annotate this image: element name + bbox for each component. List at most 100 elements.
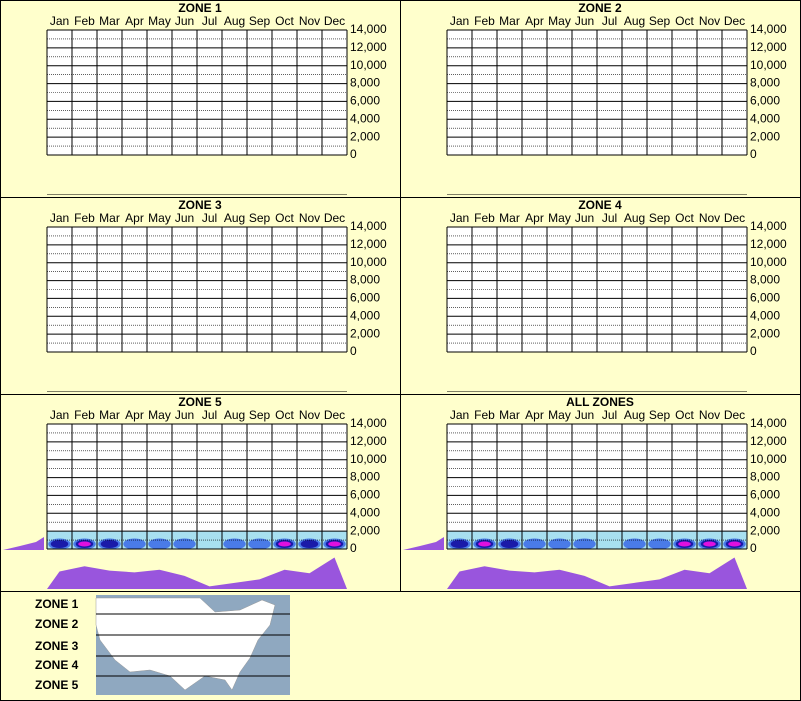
x-tick-label: Apr xyxy=(125,211,144,225)
density-cell xyxy=(50,540,69,548)
density-cell xyxy=(573,538,596,550)
x-tick-label: Jan xyxy=(50,211,69,225)
x-tick-label: Nov xyxy=(299,14,320,28)
density-cell xyxy=(678,541,691,547)
density-cell xyxy=(703,541,716,547)
x-tick-label: Jan xyxy=(50,14,69,28)
x-tick-label: Feb xyxy=(474,408,495,422)
y-tick-label: 2,000 xyxy=(350,129,380,143)
density-cell xyxy=(728,541,741,547)
density-cell xyxy=(500,540,519,548)
y-tick-label: 0 xyxy=(350,541,357,555)
density-cell xyxy=(450,540,469,548)
y-tick-label: 8,000 xyxy=(750,76,780,90)
density-cell xyxy=(173,538,196,550)
x-tick-label: Dec xyxy=(724,211,745,225)
density-cell xyxy=(648,538,671,550)
x-tick-label: Jun xyxy=(175,408,194,422)
side-distribution xyxy=(3,537,44,550)
x-tick-label: Oct xyxy=(675,14,694,28)
x-tick-label: Jul xyxy=(602,211,617,225)
y-tick-label: 2,000 xyxy=(350,326,380,340)
x-tick-label: Mar xyxy=(499,14,520,28)
x-tick-label: Jun xyxy=(175,14,194,28)
x-tick-label: Jun xyxy=(575,14,594,28)
x-tick-label: Aug xyxy=(224,14,245,28)
x-tick-label: Nov xyxy=(299,211,320,225)
chart-title: ALL ZONES xyxy=(566,395,634,409)
x-tick-label: Apr xyxy=(125,14,144,28)
zone-label: ZONE 5 xyxy=(35,678,79,692)
chart-title: ZONE 3 xyxy=(178,198,222,212)
y-tick-label: 10,000 xyxy=(750,452,787,466)
y-tick-label: 10,000 xyxy=(350,58,387,72)
x-tick-label: Feb xyxy=(74,14,95,28)
map-land xyxy=(95,597,276,691)
y-tick-label: 12,000 xyxy=(350,40,387,54)
zone-label: ZONE 4 xyxy=(35,658,79,672)
zone-label: ZONE 3 xyxy=(35,639,79,653)
y-tick-label: 14,000 xyxy=(350,416,387,430)
y-tick-label: 6,000 xyxy=(350,94,380,108)
chart-title: ZONE 5 xyxy=(178,395,222,409)
x-tick-label: Feb xyxy=(474,211,495,225)
x-tick-label: Mar xyxy=(499,211,520,225)
y-tick-label: 8,000 xyxy=(350,273,380,287)
x-tick-label: May xyxy=(148,14,171,28)
x-tick-label: Jul xyxy=(202,14,217,28)
y-tick-label: 2,000 xyxy=(750,129,780,143)
y-tick-label: 4,000 xyxy=(750,308,780,322)
x-tick-label: Jul xyxy=(602,408,617,422)
y-tick-label: 10,000 xyxy=(350,452,387,466)
y-tick-label: 8,000 xyxy=(750,470,780,484)
y-tick-label: 14,000 xyxy=(350,219,387,233)
x-tick-label: Dec xyxy=(724,408,745,422)
y-tick-label: 0 xyxy=(750,147,757,161)
y-tick-label: 8,000 xyxy=(350,470,380,484)
x-tick-label: Sep xyxy=(649,211,671,225)
x-tick-label: May xyxy=(148,408,171,422)
density-cell xyxy=(123,538,146,550)
y-tick-label: 14,000 xyxy=(350,22,387,36)
y-tick-label: 4,000 xyxy=(350,505,380,519)
y-tick-label: 6,000 xyxy=(750,291,780,305)
x-tick-label: Dec xyxy=(324,211,345,225)
x-tick-label: Sep xyxy=(649,14,671,28)
y-tick-label: 6,000 xyxy=(350,488,380,502)
y-tick-label: 6,000 xyxy=(750,94,780,108)
x-tick-label: Jul xyxy=(202,211,217,225)
zone-label: ZONE 2 xyxy=(35,617,79,631)
x-tick-label: Oct xyxy=(275,408,294,422)
y-tick-label: 2,000 xyxy=(350,523,380,537)
x-tick-label: Jul xyxy=(602,14,617,28)
chart-title: ZONE 1 xyxy=(178,1,222,15)
chart-title: ZONE 2 xyxy=(578,1,622,15)
x-tick-label: Oct xyxy=(675,211,694,225)
y-tick-label: 4,000 xyxy=(350,308,380,322)
x-tick-label: Dec xyxy=(724,14,745,28)
density-cell xyxy=(100,540,119,548)
y-tick-label: 2,000 xyxy=(750,326,780,340)
x-tick-label: Sep xyxy=(249,14,271,28)
y-tick-label: 12,000 xyxy=(750,40,787,54)
x-tick-label: Feb xyxy=(74,211,95,225)
x-tick-label: Sep xyxy=(649,408,671,422)
x-tick-label: Oct xyxy=(675,408,694,422)
x-tick-label: Mar xyxy=(99,14,120,28)
x-tick-label: Feb xyxy=(474,14,495,28)
x-tick-label: Nov xyxy=(699,211,720,225)
x-tick-label: Aug xyxy=(624,408,645,422)
x-tick-label: Aug xyxy=(624,14,645,28)
density-cell xyxy=(78,541,91,547)
x-tick-label: Jan xyxy=(450,14,469,28)
x-tick-label: Dec xyxy=(324,408,345,422)
y-tick-label: 4,000 xyxy=(350,111,380,125)
x-tick-label: Mar xyxy=(99,408,120,422)
density-cell xyxy=(523,538,546,550)
x-tick-label: Apr xyxy=(125,408,144,422)
y-tick-label: 14,000 xyxy=(750,219,787,233)
y-tick-label: 14,000 xyxy=(750,416,787,430)
x-tick-label: Nov xyxy=(299,408,320,422)
x-tick-label: Jan xyxy=(450,408,469,422)
x-tick-label: May xyxy=(548,408,571,422)
